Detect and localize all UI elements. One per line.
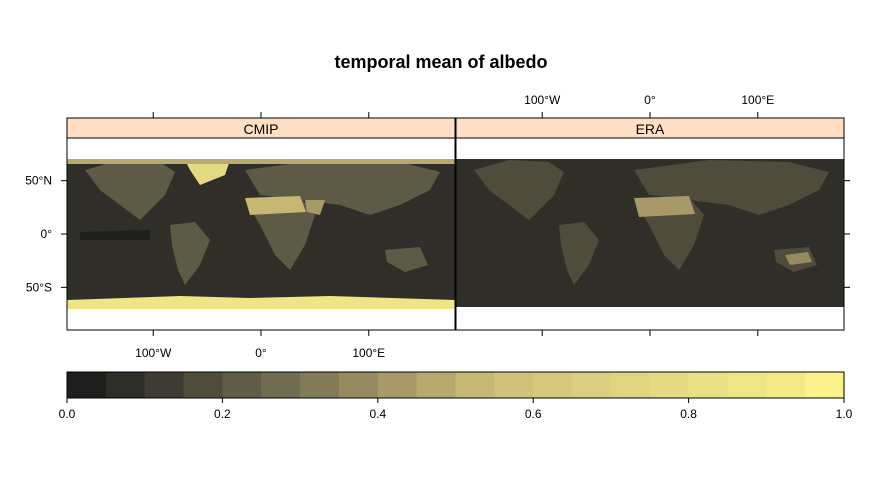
colorbar-segment bbox=[610, 372, 651, 398]
colorbar-tick-label: 0.0 bbox=[59, 407, 76, 421]
y-tick-label: 0° bbox=[41, 227, 53, 241]
land-australia bbox=[385, 247, 428, 272]
colorbar-segment bbox=[222, 372, 262, 398]
panel-era: ERA bbox=[455, 117, 845, 331]
colorbar-tick-label: 1.0 bbox=[836, 407, 853, 421]
desert-sahara-cmip bbox=[245, 196, 306, 215]
colorbar-segment bbox=[377, 372, 418, 398]
land-eurasia bbox=[245, 160, 440, 215]
colorbar-segment bbox=[416, 372, 457, 398]
colorbar-frame bbox=[66, 371, 845, 399]
desert-sahara-era bbox=[634, 196, 695, 217]
colorbar: 0.0 0.2 0.4 0.6 0.8 1.0 bbox=[59, 371, 853, 421]
colorbar-tick-label: 0.8 bbox=[680, 407, 697, 421]
colorbar-segment bbox=[67, 372, 107, 398]
antarctica-cmip bbox=[67, 296, 455, 309]
colorbar-segment bbox=[144, 372, 185, 398]
land-africa bbox=[245, 197, 315, 270]
y-tick-label: 50°S bbox=[26, 280, 52, 294]
y-tick-label: 50°N bbox=[25, 174, 52, 188]
colorbar-tick-label: 0.4 bbox=[369, 407, 386, 421]
colorbar-segment bbox=[183, 372, 223, 398]
strip-label-era: ERA bbox=[636, 121, 665, 137]
map-cmip bbox=[67, 138, 455, 330]
map-era bbox=[456, 138, 844, 330]
x-tick-label-top: 100°W bbox=[524, 93, 561, 107]
greenland-cmip bbox=[185, 160, 230, 185]
land-north-america bbox=[85, 160, 175, 220]
colorbar-segment bbox=[727, 372, 767, 398]
colorbar-segment bbox=[105, 372, 146, 398]
colorbar-segment bbox=[455, 372, 495, 398]
landmass-cmip bbox=[85, 160, 440, 285]
colorbar-segment bbox=[649, 372, 690, 398]
colorbar-segment bbox=[261, 372, 301, 398]
land-north-america-era bbox=[474, 160, 564, 220]
colorbar-segment bbox=[300, 372, 340, 398]
colorbar-segment bbox=[338, 372, 379, 398]
x-tick-label-bottom: 0° bbox=[255, 346, 267, 360]
colorbar-segment bbox=[805, 372, 845, 398]
panel-cmip: CMIP bbox=[66, 117, 456, 331]
dark-ocean-band-cmip bbox=[80, 230, 150, 240]
strip-label-cmip: CMIP bbox=[244, 121, 279, 137]
land-south-america-era bbox=[559, 222, 599, 285]
colorbar-segment bbox=[572, 372, 612, 398]
axes: 100°W 100°W 0° 0° 100°E 100°E 50°N 0° 50°S bbox=[25, 93, 850, 360]
arctic-ice-cmip bbox=[67, 159, 455, 164]
colorbar-segment bbox=[533, 372, 573, 398]
colorbar-tick-label: 0.2 bbox=[214, 407, 231, 421]
colorbar-tick-label: 0.6 bbox=[525, 407, 542, 421]
x-tick-label-top: 100°E bbox=[741, 93, 774, 107]
x-tick-label-top: 0° bbox=[644, 93, 656, 107]
x-tick-label-bottom: 100°E bbox=[352, 346, 385, 360]
colorbar-segment bbox=[688, 372, 729, 398]
desert-australia-era bbox=[785, 252, 812, 265]
land-south-america bbox=[170, 222, 210, 285]
land-eurasia-era bbox=[634, 160, 829, 215]
chart-title: temporal mean of albedo bbox=[334, 52, 547, 72]
desert-arabia-cmip bbox=[305, 200, 325, 215]
x-tick-label-bottom: 100°W bbox=[135, 346, 172, 360]
colorbar-segment bbox=[494, 372, 534, 398]
colorbar-segment bbox=[766, 372, 806, 398]
